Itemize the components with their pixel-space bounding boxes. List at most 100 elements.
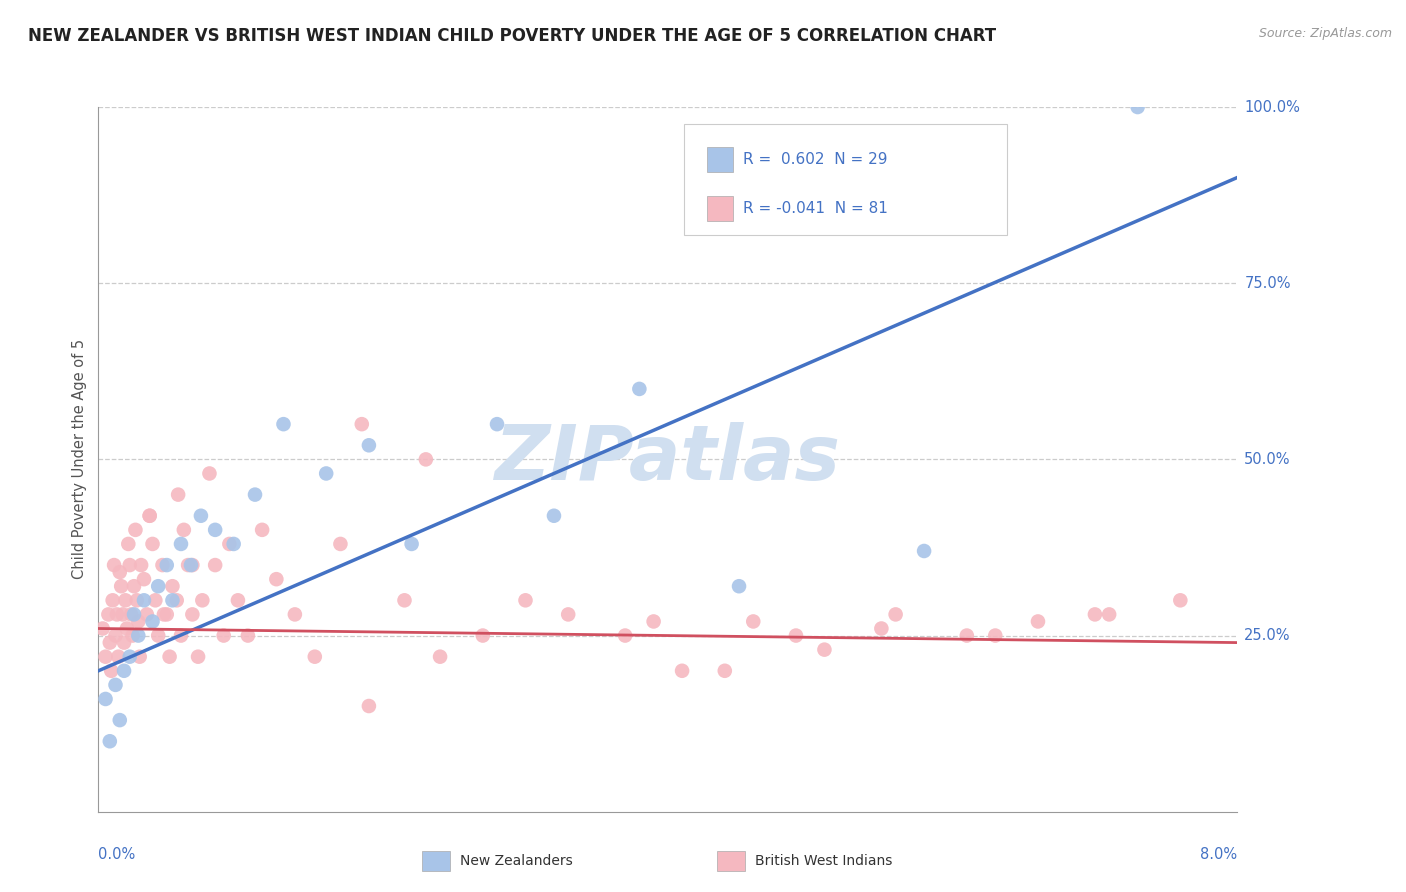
Point bbox=[125, 593, 148, 607]
Point bbox=[614, 628, 637, 642]
Point bbox=[152, 558, 174, 573]
Text: 25.0%: 25.0% bbox=[1244, 628, 1291, 643]
Point bbox=[156, 558, 179, 573]
Point bbox=[912, 544, 935, 558]
Point bbox=[180, 558, 202, 573]
Point bbox=[98, 635, 121, 649]
Point bbox=[135, 607, 157, 622]
Point bbox=[515, 593, 537, 607]
Point bbox=[121, 628, 143, 642]
Point bbox=[111, 607, 134, 622]
Point bbox=[110, 579, 132, 593]
Point bbox=[170, 537, 193, 551]
Point bbox=[243, 487, 266, 501]
Point bbox=[226, 593, 249, 607]
Point bbox=[104, 628, 127, 642]
Text: Source: ZipAtlas.com: Source: ZipAtlas.com bbox=[1258, 27, 1392, 40]
Point bbox=[101, 593, 124, 607]
Point bbox=[122, 579, 145, 593]
Point bbox=[128, 649, 150, 664]
Point bbox=[728, 579, 751, 593]
Point bbox=[357, 699, 380, 714]
Point bbox=[350, 417, 373, 431]
Point bbox=[714, 664, 737, 678]
Text: 8.0%: 8.0% bbox=[1201, 847, 1237, 863]
Point bbox=[628, 382, 651, 396]
Point bbox=[1170, 593, 1192, 607]
Point bbox=[118, 558, 141, 573]
Point bbox=[315, 467, 337, 481]
Text: British West Indians: British West Indians bbox=[755, 854, 893, 868]
Point bbox=[138, 508, 160, 523]
Point bbox=[114, 593, 136, 607]
Point bbox=[250, 523, 273, 537]
Text: R =  0.602  N = 29: R = 0.602 N = 29 bbox=[742, 152, 887, 167]
Y-axis label: Child Poverty Under the Age of 5: Child Poverty Under the Age of 5 bbox=[72, 339, 87, 580]
Point bbox=[486, 417, 509, 431]
Point bbox=[357, 438, 380, 452]
Point bbox=[1126, 100, 1149, 114]
Point bbox=[870, 622, 893, 636]
Text: ZIPatlas: ZIPatlas bbox=[495, 423, 841, 496]
Point bbox=[103, 558, 125, 573]
Point bbox=[557, 607, 579, 622]
Point bbox=[127, 628, 149, 642]
Point bbox=[173, 523, 195, 537]
Text: 100.0%: 100.0% bbox=[1244, 100, 1301, 114]
Point bbox=[236, 628, 259, 642]
Point bbox=[813, 642, 835, 657]
Point bbox=[170, 628, 193, 642]
Point bbox=[98, 734, 121, 748]
Point bbox=[273, 417, 295, 431]
Point bbox=[94, 692, 117, 706]
Text: R = -0.041  N = 81: R = -0.041 N = 81 bbox=[742, 201, 887, 216]
Point bbox=[187, 649, 209, 664]
Point bbox=[394, 593, 416, 607]
Point bbox=[129, 558, 152, 573]
Point bbox=[181, 607, 204, 622]
Point bbox=[141, 615, 163, 629]
Point bbox=[94, 649, 117, 664]
Point bbox=[100, 664, 122, 678]
Point bbox=[159, 649, 181, 664]
Point bbox=[108, 713, 131, 727]
Point bbox=[471, 628, 494, 642]
Point bbox=[329, 537, 352, 551]
Point bbox=[91, 622, 114, 636]
Point bbox=[190, 508, 212, 523]
Point bbox=[204, 558, 226, 573]
Point bbox=[222, 537, 245, 551]
Point bbox=[956, 628, 979, 642]
Point bbox=[401, 537, 423, 551]
Point bbox=[191, 593, 214, 607]
Point bbox=[112, 664, 135, 678]
Point bbox=[198, 467, 221, 481]
Point bbox=[1098, 607, 1121, 622]
Point bbox=[218, 537, 240, 551]
Point bbox=[166, 593, 188, 607]
Point bbox=[543, 508, 565, 523]
Point bbox=[212, 628, 235, 642]
Point bbox=[785, 628, 807, 642]
Point bbox=[127, 615, 149, 629]
Point bbox=[138, 508, 160, 523]
Point bbox=[118, 649, 141, 664]
Text: 0.0%: 0.0% bbox=[98, 847, 135, 863]
Point bbox=[141, 537, 163, 551]
Text: NEW ZEALANDER VS BRITISH WEST INDIAN CHILD POVERTY UNDER THE AGE OF 5 CORRELATIO: NEW ZEALANDER VS BRITISH WEST INDIAN CHI… bbox=[28, 27, 997, 45]
Point bbox=[643, 615, 665, 629]
Point bbox=[108, 565, 131, 579]
Point bbox=[1084, 607, 1107, 622]
Point bbox=[984, 628, 1007, 642]
Point bbox=[415, 452, 437, 467]
Point bbox=[266, 572, 288, 586]
Point bbox=[132, 572, 155, 586]
Point bbox=[304, 649, 326, 664]
Point bbox=[153, 607, 176, 622]
Point bbox=[742, 615, 765, 629]
Point bbox=[122, 607, 145, 622]
Point bbox=[145, 593, 167, 607]
Point bbox=[117, 537, 139, 551]
Text: New Zealanders: New Zealanders bbox=[460, 854, 572, 868]
Point bbox=[120, 607, 142, 622]
